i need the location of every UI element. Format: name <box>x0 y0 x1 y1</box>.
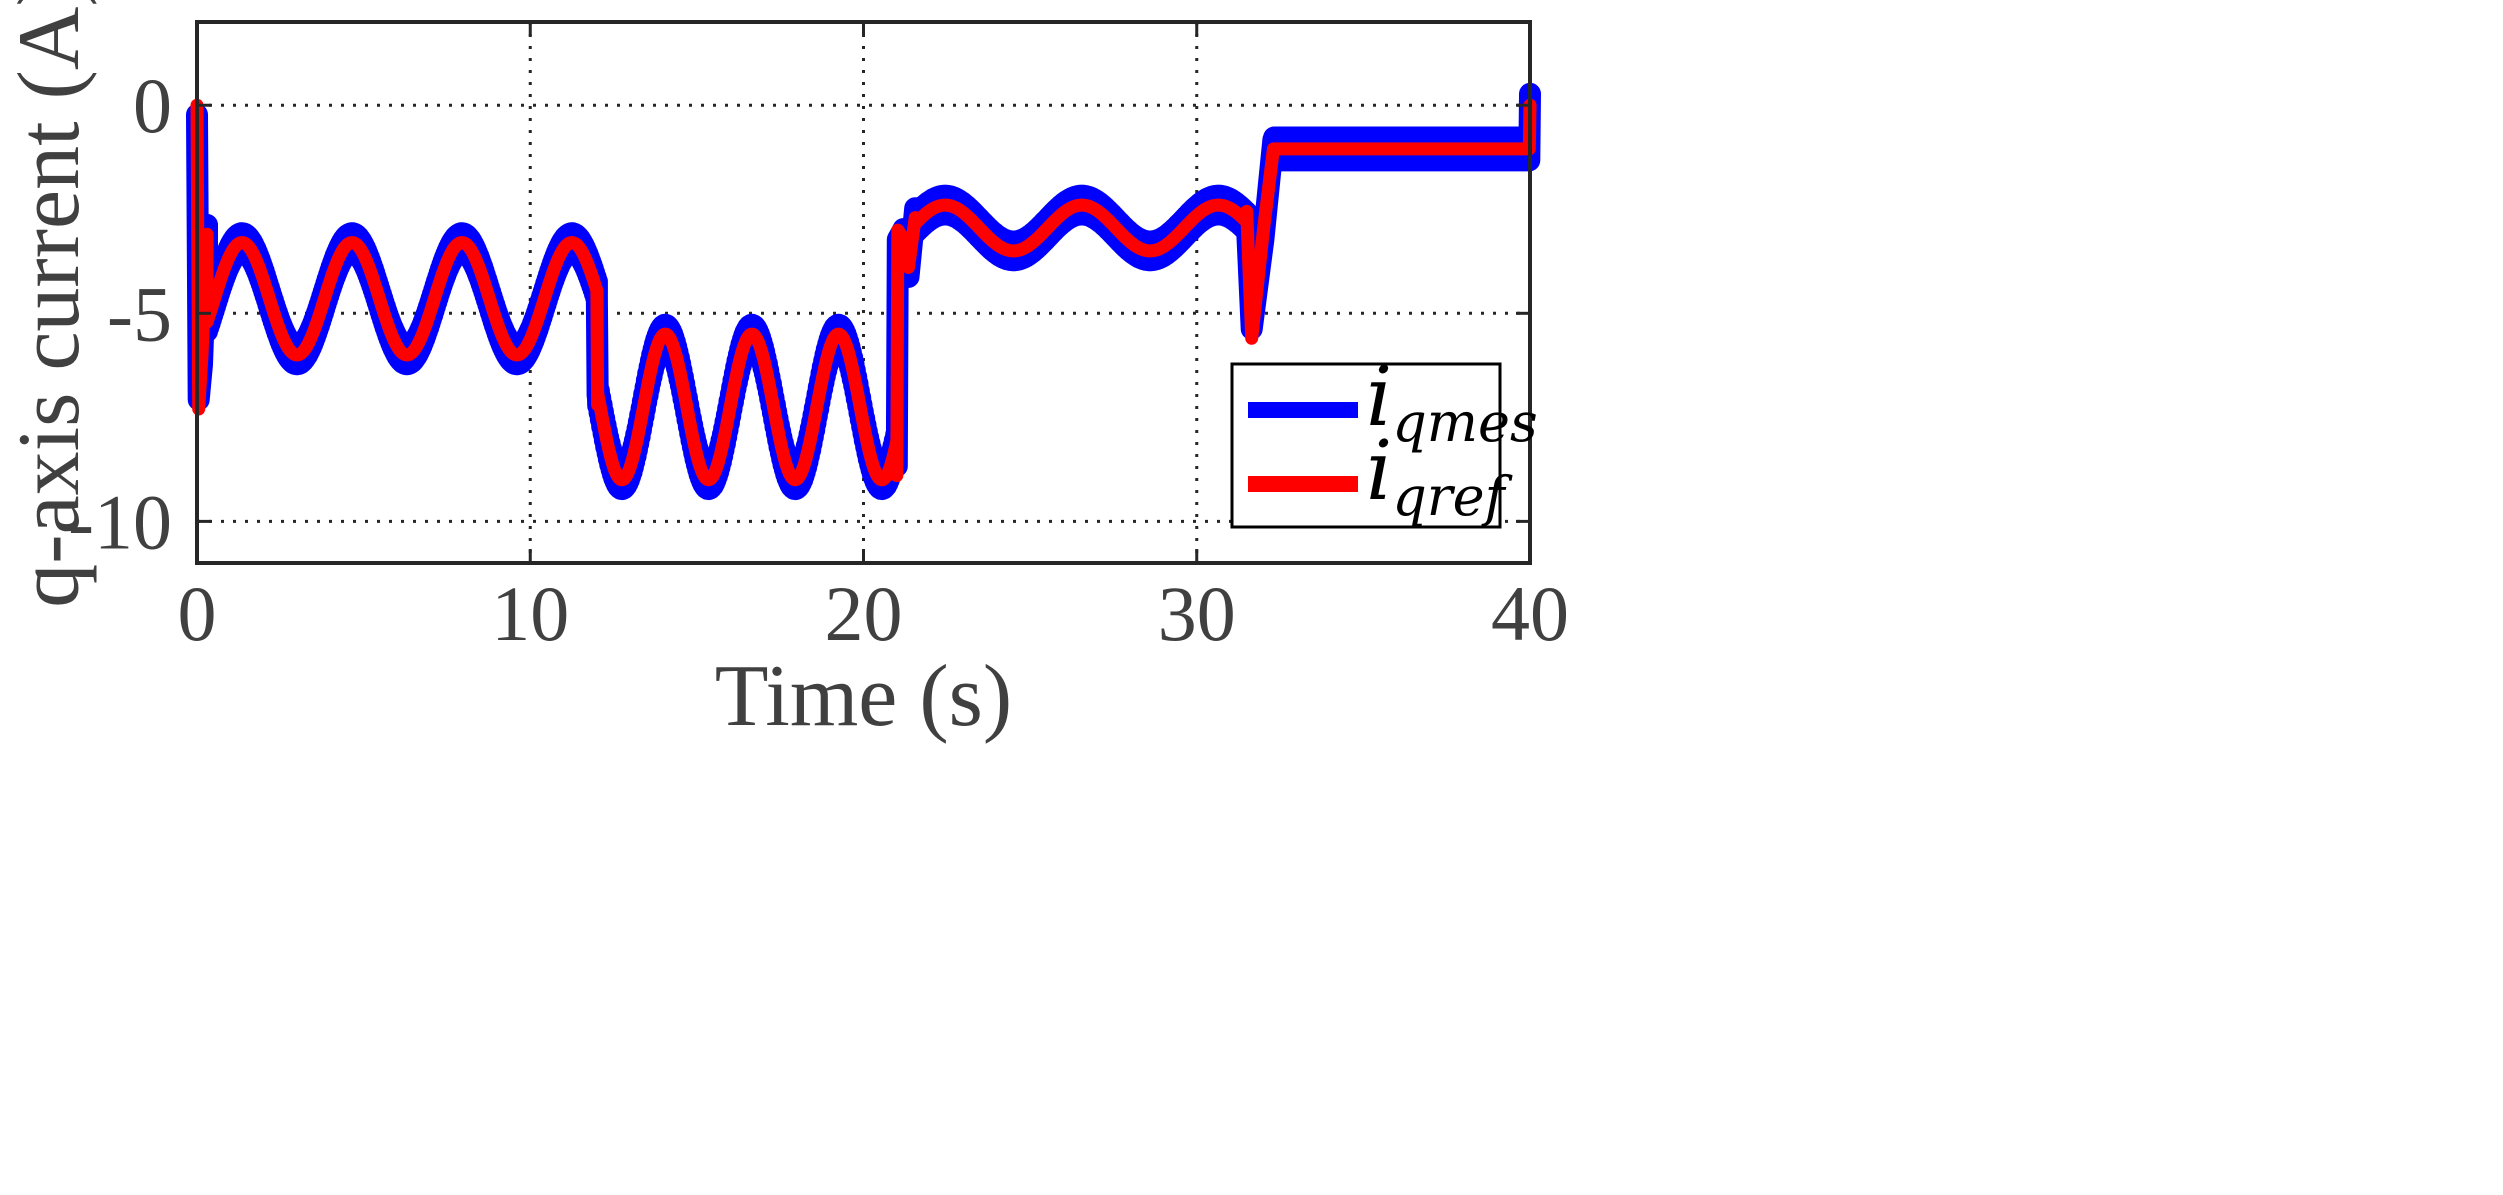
x-tick-label: 10 <box>491 570 569 657</box>
y-axis-title: q-axis current (A) <box>1 0 98 608</box>
y-tick-label: -5 <box>107 270 172 357</box>
legend-label-iqmes: iqmes <box>1366 350 1538 454</box>
series-iqref-line <box>190 98 1537 487</box>
x-tick-label: 30 <box>1158 570 1236 657</box>
x-tick-label: 40 <box>1491 570 1569 657</box>
y-tick-label: -10 <box>68 478 172 565</box>
legend-label-iqmes-subscript: qmes <box>1392 391 1537 454</box>
legend-label-iqmes-base: i <box>1366 350 1392 445</box>
y-tick-label: 0 <box>133 62 172 149</box>
x-tick-label: 20 <box>825 570 903 657</box>
legend-label-iqref-base: i <box>1366 424 1392 519</box>
legend-box <box>1230 362 1502 529</box>
tick-layer: 0 10 20 30 40 0 -5 -10 <box>68 22 1569 657</box>
series-layer <box>186 82 1541 501</box>
legend-label-iqref: iqref <box>1366 424 1513 528</box>
x-axis-title: Time (s) <box>715 648 1012 745</box>
x-tick-label: 0 <box>178 570 217 657</box>
legend: iqmes iqref <box>1230 350 1538 529</box>
legend-label-iqref-subscript: qref <box>1392 465 1512 528</box>
